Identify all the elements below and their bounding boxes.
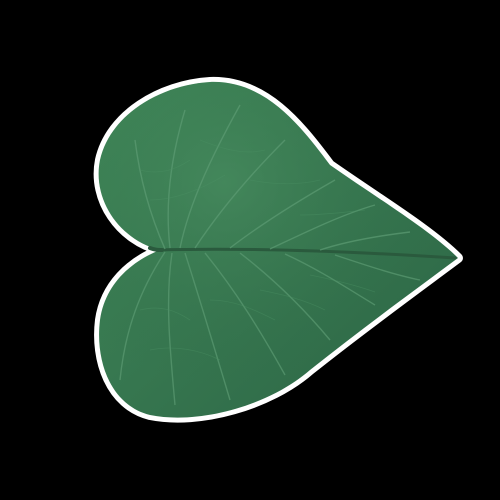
leaf-petiole	[150, 248, 162, 250]
